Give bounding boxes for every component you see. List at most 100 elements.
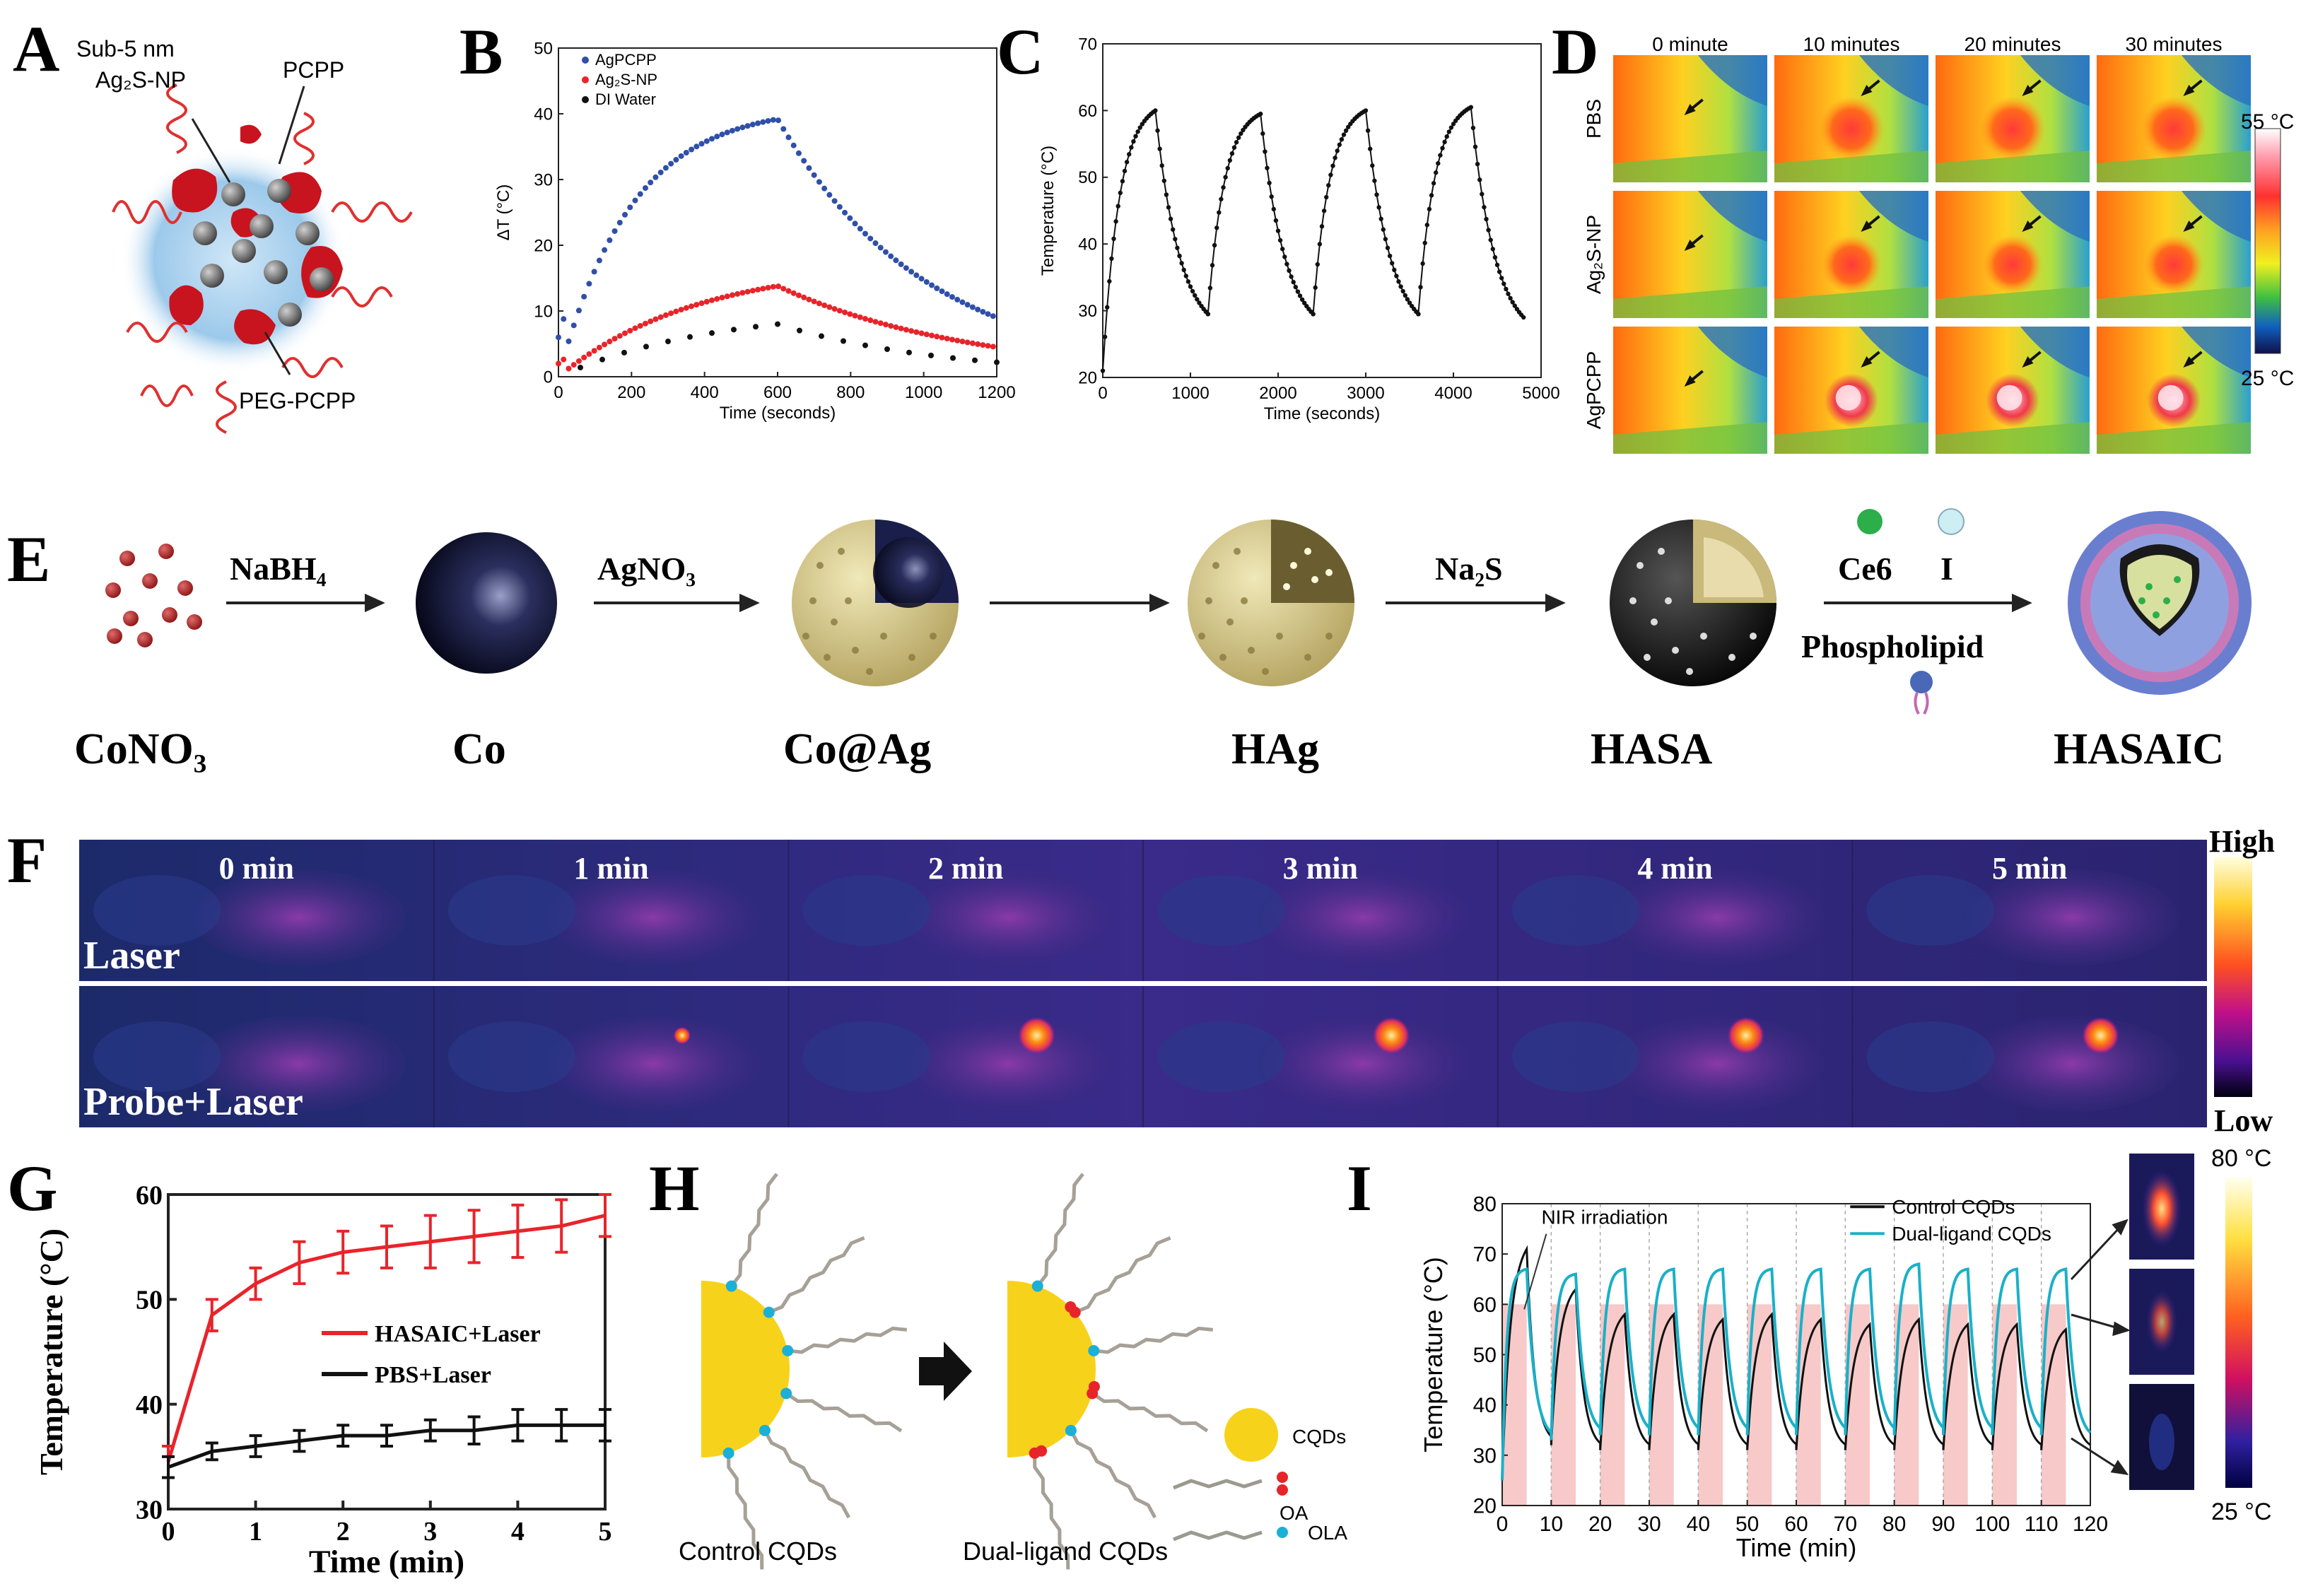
- x-tick-label: 1000: [1171, 384, 1209, 403]
- y-tick-label: 40: [534, 105, 553, 124]
- mouse-body: [901, 1016, 1115, 1112]
- data-point: [1385, 245, 1390, 250]
- data-point-Ag₂S-NP: [949, 336, 955, 343]
- color-scale-i: [2225, 1177, 2252, 1488]
- column-label: 20 minutes: [1965, 33, 2061, 55]
- y-axis-label: Temperature (°C): [33, 1228, 69, 1475]
- data-point: [1472, 144, 1478, 149]
- background-edge: [1936, 286, 2090, 318]
- data-point-Ag₂S-NP: [785, 288, 792, 294]
- legend-oa: OA: [1280, 1502, 1308, 1524]
- legend-label: PBS+Laser: [375, 1362, 491, 1388]
- panel-label-d: D: [1552, 16, 1598, 88]
- data-point: [1315, 262, 1321, 267]
- x-tick-label: 600: [763, 383, 792, 402]
- data-point-AgPCPP: [755, 120, 761, 127]
- x-tick-label: 1200: [978, 383, 1015, 402]
- legend-label: HASAIC+Laser: [375, 1321, 541, 1347]
- column-label: 0 minute: [1652, 33, 1728, 55]
- arrow-head-icon: [1861, 221, 1873, 232]
- data-point-Ag₂S-NP: [602, 341, 608, 348]
- data-point: [1175, 245, 1180, 250]
- data-point: [1185, 279, 1191, 284]
- data-point-Ag₂S-NP: [872, 319, 879, 325]
- y-tick-label: 30: [1473, 1444, 1497, 1467]
- data-point-AgPCPP: [852, 221, 858, 227]
- oa-ligand-dot: [1088, 1380, 1100, 1392]
- data-point-Ag₂S-NP: [811, 298, 817, 305]
- data-point-Ag₂S-NP: [657, 314, 664, 320]
- data-point-AgPCPP: [765, 118, 771, 124]
- data-point: [1289, 274, 1294, 279]
- x-tick-label: 1: [249, 1517, 262, 1547]
- ligand-chain: [788, 1326, 908, 1354]
- data-point: [1381, 227, 1386, 232]
- data-point-AgPCPP: [566, 338, 572, 344]
- data-point-Ag₂S-NP: [821, 302, 828, 308]
- data-point-Ag₂S-NP: [689, 303, 695, 310]
- data-point: [1376, 205, 1381, 210]
- data-point: [1168, 216, 1173, 221]
- data-point-Ag₂S-NP: [591, 348, 597, 354]
- data-point: [1124, 160, 1130, 165]
- data-point-DI Water: [797, 327, 802, 334]
- data-point-Ag₂S-NP: [698, 300, 705, 306]
- reagent-ce6: Ce6: [1838, 551, 1892, 587]
- mouse-body: [192, 869, 406, 966]
- legend-ola: OLA: [1308, 1522, 1347, 1544]
- data-point: [1333, 156, 1337, 160]
- data-point-AgPCPP: [596, 257, 602, 264]
- ola-ligand-dot: [1088, 1345, 1100, 1357]
- series-line-control: [1501, 1245, 2091, 1481]
- time-label: 1 min: [573, 851, 648, 886]
- data-point-DI Water: [928, 352, 934, 358]
- data-point: [1400, 288, 1405, 294]
- background-cool: [2020, 191, 2090, 242]
- data-point-Ag₂S-NP: [806, 296, 812, 303]
- data-point: [1451, 122, 1456, 127]
- product-co: Co: [452, 725, 506, 773]
- row-label: Probe+Laser: [83, 1080, 303, 1124]
- x-axis-label: Time (seconds): [1264, 404, 1380, 423]
- y-tick-label: 40: [1078, 235, 1097, 254]
- chart-i: 0 10 20 30 40 50 60 70 80 90 100 110 120 20 30 40 50 60 70…: [1419, 1193, 2108, 1563]
- ligand-chain: [1094, 1326, 1214, 1354]
- data-point-AgPCPP: [749, 122, 756, 128]
- data-point-DI Water: [753, 324, 759, 330]
- x-axis-label: Time (min): [1736, 1533, 1857, 1562]
- data-point: [1330, 163, 1335, 168]
- data-point-Ag₂S-NP: [985, 343, 991, 349]
- data-point: [1378, 216, 1383, 221]
- hot-spot: [1983, 235, 2042, 295]
- data-point: [1429, 193, 1434, 198]
- data-point-AgPCPP: [591, 269, 597, 275]
- data-point: [1197, 300, 1202, 305]
- data-point-Ag₂S-NP: [648, 318, 654, 324]
- data-point-AgPCPP: [602, 247, 608, 253]
- data-point: [1427, 206, 1432, 212]
- x-tick-label: 4: [511, 1517, 525, 1547]
- legend-ola-dot: [1277, 1527, 1288, 1538]
- ola-ligand-dot: [780, 1387, 792, 1400]
- data-point-Ag₂S-NP: [755, 286, 761, 293]
- data-point: [1217, 210, 1222, 215]
- color-scale-d: [2254, 128, 2281, 354]
- hot-core: [2157, 385, 2184, 411]
- background-edge: [1774, 422, 1928, 454]
- data-point: [1122, 168, 1128, 174]
- data-point: [1102, 334, 1108, 339]
- data-point-Ag₂S-NP: [795, 292, 802, 298]
- data-point-AgPCPP: [632, 197, 638, 204]
- y-tick-label: 40: [1473, 1394, 1497, 1417]
- plot-frame: [1102, 43, 1542, 378]
- data-point: [1263, 149, 1267, 154]
- chart-b: 0 200 400 600 800 1000 1200 0 10 20 30 40 50 Time (se…: [494, 39, 1016, 422]
- data-point: [1271, 206, 1277, 212]
- data-point-AgPCPP: [709, 136, 715, 142]
- data-point-Ag₂S-NP: [790, 290, 797, 296]
- temperature-line: [1102, 106, 1524, 371]
- cono3-particles: [105, 544, 202, 647]
- data-point: [1387, 253, 1393, 259]
- panel-i: I 0 10 20 30 40 50 60 70 80 90 100 110 120 20 30 40 50 60…: [1347, 1145, 2271, 1562]
- reagent-phospholipid: Phospholipid: [1801, 628, 1984, 664]
